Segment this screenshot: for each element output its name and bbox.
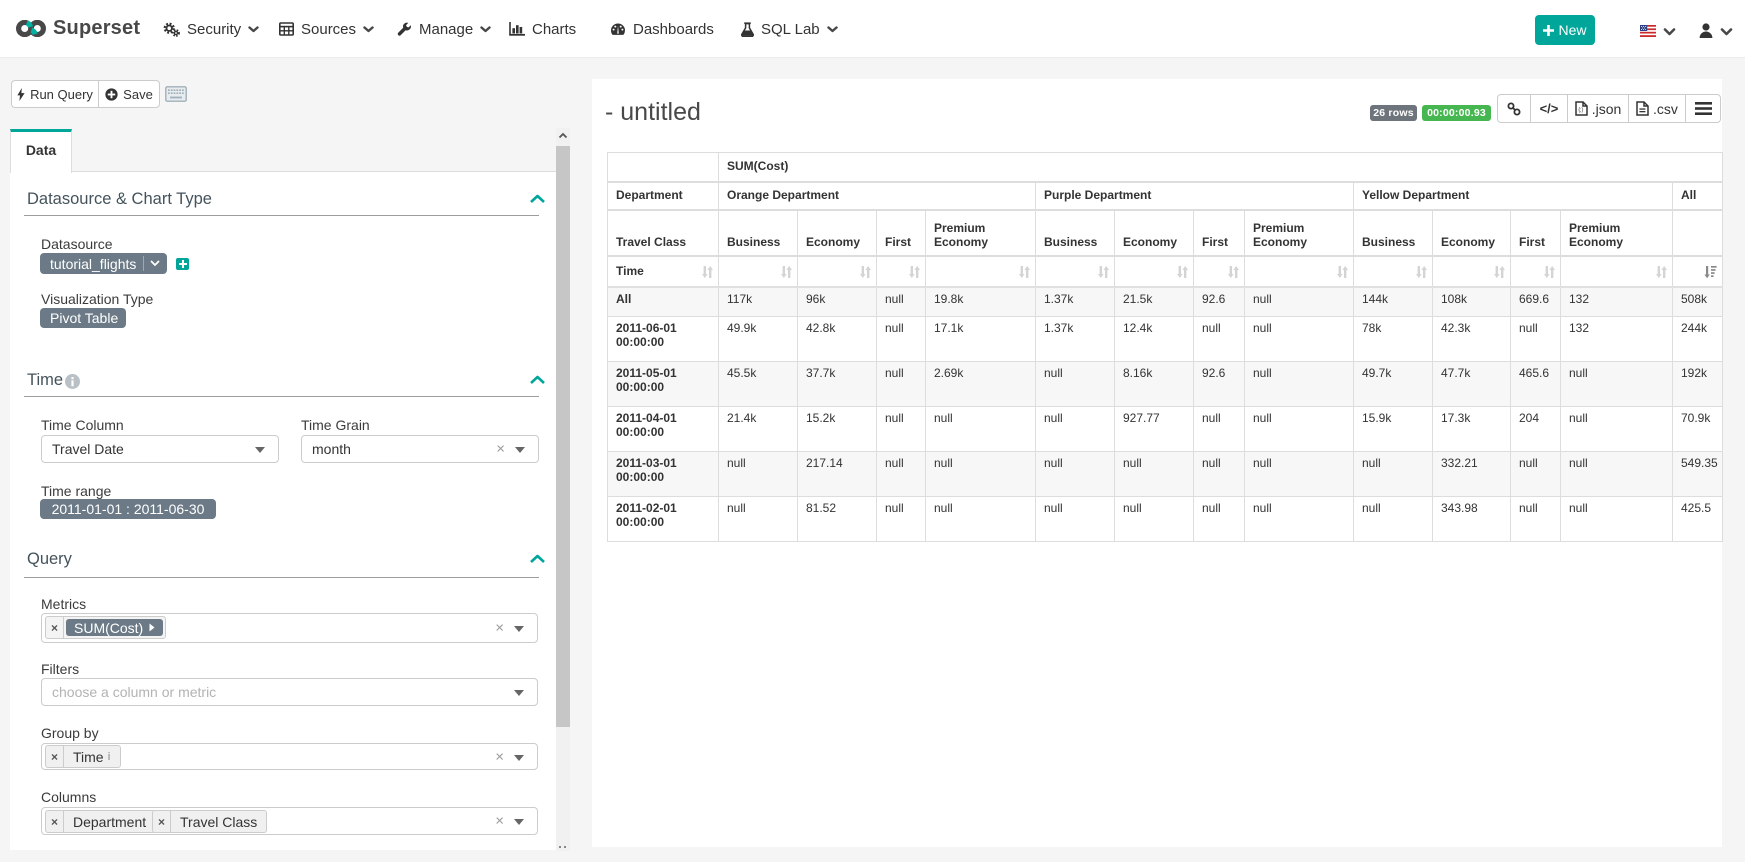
svg-text:{;}: {;} [1578, 108, 1583, 114]
